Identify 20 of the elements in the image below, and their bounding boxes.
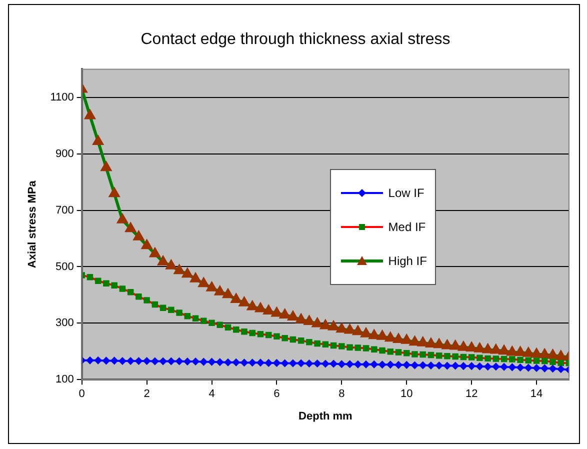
y-tick-label: 100 [55, 374, 74, 386]
x-tick-label: 0 [78, 388, 85, 400]
x-tick-label: 6 [274, 388, 280, 400]
y-tick-label: 1100 [50, 91, 74, 104]
y-tick-label: 300 [55, 317, 74, 330]
x-tick-label: 10 [400, 388, 413, 400]
legend-label: Low IF [388, 186, 424, 200]
legend-label: High IF [388, 254, 427, 268]
x-axis-title: Depth mm [298, 410, 353, 422]
y-axis-title: Axial stress MPa [26, 180, 39, 268]
x-tick-label: 2 [144, 388, 150, 400]
chart-title: Contact edge through thickness axial stress [140, 31, 450, 48]
y-tick-label: 900 [55, 148, 74, 160]
legend-label: Med IF [388, 220, 426, 234]
x-tick-label: 4 [208, 388, 215, 400]
x-tick-label: 8 [338, 388, 345, 400]
x-tick-label: 14 [530, 388, 543, 400]
y-tick-label: 500 [55, 260, 74, 273]
x-tick-label: 12 [465, 388, 478, 400]
y-tick-label: 700 [55, 204, 74, 216]
